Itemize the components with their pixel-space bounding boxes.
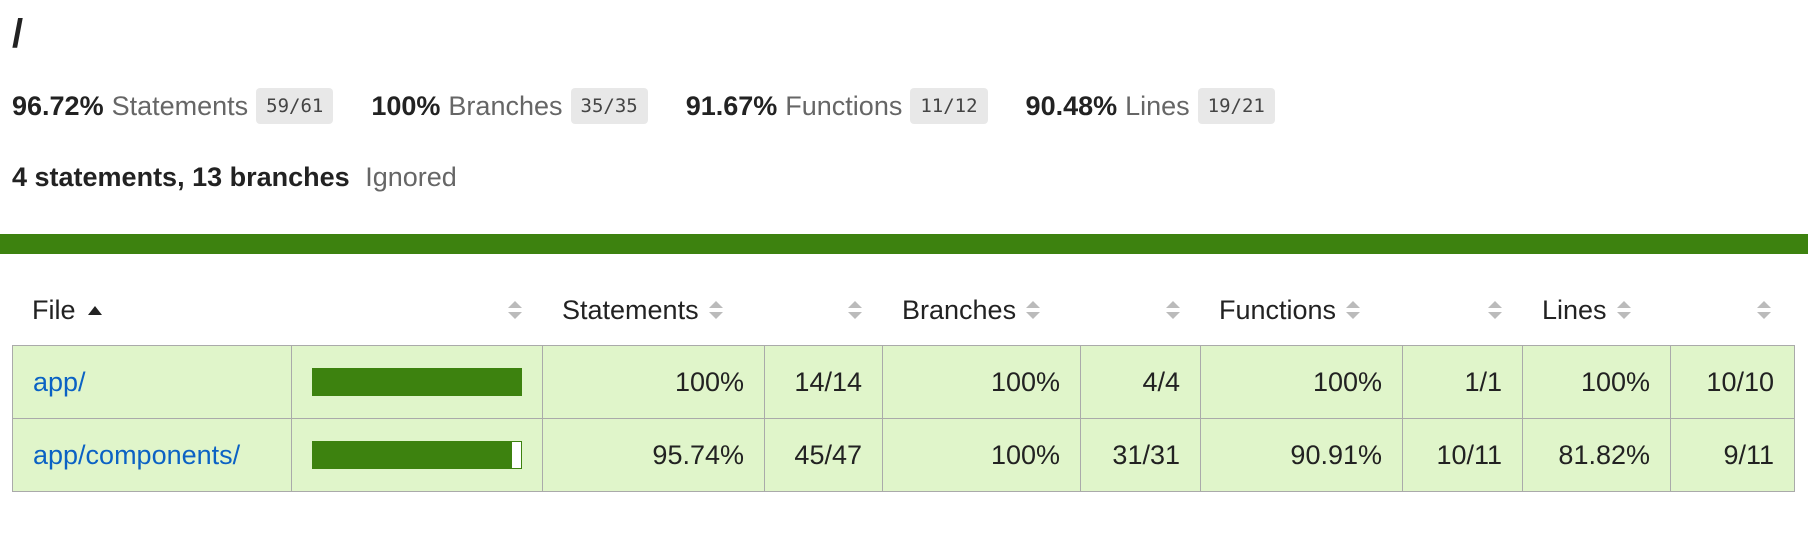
file-cell: app/components/ <box>12 418 292 492</box>
lines-pct-cell: 100% <box>1522 345 1671 419</box>
summary-bar: 96.72% Statements 59/61 100% Branches 35… <box>12 86 1313 126</box>
branches-fraction: 35/35 <box>570 88 648 124</box>
summary-lines: 90.48% Lines 19/21 <box>1026 88 1275 124</box>
sort-icon[interactable] <box>848 298 862 322</box>
coverage-table: app/ 100% 14/14 100% 4/4 100% 1/1 100% 1… <box>12 345 1795 492</box>
branches-pct: 100% <box>371 90 441 121</box>
table-row: app/ 100% 14/14 100% 4/4 100% 1/1 100% 1… <box>12 345 1795 419</box>
header-lines-label: Lines <box>1542 294 1607 325</box>
coverage-bar-cell <box>291 345 543 419</box>
lines-frac-cell: 10/10 <box>1670 345 1795 419</box>
statements-pct-cell: 100% <box>542 345 765 419</box>
ignored-counts: 4 statements, 13 branches <box>12 162 350 192</box>
coverage-status-bar <box>0 234 1808 254</box>
coverage-bar <box>312 368 522 396</box>
coverage-bar-cell <box>291 418 543 492</box>
coverage-bar <box>312 441 522 469</box>
header-statements-label: Statements <box>562 294 699 325</box>
page-title: / <box>12 12 24 56</box>
sort-icon[interactable] <box>1488 298 1502 322</box>
header-branches[interactable]: Branches <box>902 292 1041 328</box>
header-functions[interactable]: Functions <box>1219 292 1361 328</box>
statements-label: Statements <box>111 90 249 121</box>
functions-label: Functions <box>785 90 903 121</box>
statements-frac-cell: 45/47 <box>764 418 883 492</box>
branches-pct-cell: 100% <box>882 418 1081 492</box>
ignored-label: Ignored <box>365 162 457 192</box>
header-file-label: File <box>32 294 76 325</box>
statements-pct-cell: 95.74% <box>542 418 765 492</box>
coverage-fill <box>313 369 521 395</box>
lines-label: Lines <box>1125 90 1190 121</box>
header-statements[interactable]: Statements <box>562 292 723 328</box>
lines-fraction: 19/21 <box>1197 88 1275 124</box>
functions-frac-cell: 1/1 <box>1402 345 1523 419</box>
sort-icon[interactable] <box>1166 298 1180 322</box>
sort-icon[interactable] <box>1757 298 1771 322</box>
lines-pct: 90.48% <box>1025 90 1118 121</box>
header-branches-label: Branches <box>902 294 1017 325</box>
branches-label: Branches <box>448 90 563 121</box>
file-cell: app/ <box>12 345 292 419</box>
lines-pct-cell: 81.82% <box>1522 418 1671 492</box>
table-row: app/components/ 95.74% 45/47 100% 31/31 … <box>12 418 1795 492</box>
functions-pct-cell: 100% <box>1200 345 1403 419</box>
header-functions-label: Functions <box>1219 294 1337 325</box>
functions-fraction: 11/12 <box>910 88 988 124</box>
statements-pct: 96.72% <box>12 90 104 121</box>
file-link[interactable]: app/components/ <box>33 439 241 470</box>
statements-frac-cell: 14/14 <box>764 345 883 419</box>
summary-statements: 96.72% Statements 59/61 <box>12 88 334 124</box>
summary-branches: 100% Branches 35/35 <box>371 88 648 124</box>
sort-icon[interactable] <box>1616 298 1631 322</box>
functions-frac-cell: 10/11 <box>1402 418 1523 492</box>
summary-functions: 91.67% Functions 11/12 <box>686 88 988 124</box>
functions-pct: 91.67% <box>685 90 778 121</box>
branches-frac-cell: 4/4 <box>1080 345 1201 419</box>
sort-ascending-icon[interactable] <box>87 305 102 315</box>
branches-pct-cell: 100% <box>882 345 1081 419</box>
sort-coverage-icon[interactable] <box>508 298 522 322</box>
header-lines[interactable]: Lines <box>1542 292 1631 328</box>
statements-fraction: 59/61 <box>256 88 334 124</box>
coverage-fill <box>313 442 513 468</box>
sort-icon[interactable] <box>1026 298 1041 322</box>
sort-icon[interactable] <box>708 298 723 322</box>
functions-pct-cell: 90.91% <box>1200 418 1403 492</box>
header-file[interactable]: File <box>32 292 102 328</box>
branches-frac-cell: 31/31 <box>1080 418 1201 492</box>
lines-frac-cell: 9/11 <box>1670 418 1795 492</box>
ignored-summary: 4 statements, 13 branches Ignored <box>12 162 457 193</box>
file-link[interactable]: app/ <box>33 366 86 397</box>
sort-icon[interactable] <box>1346 298 1361 322</box>
